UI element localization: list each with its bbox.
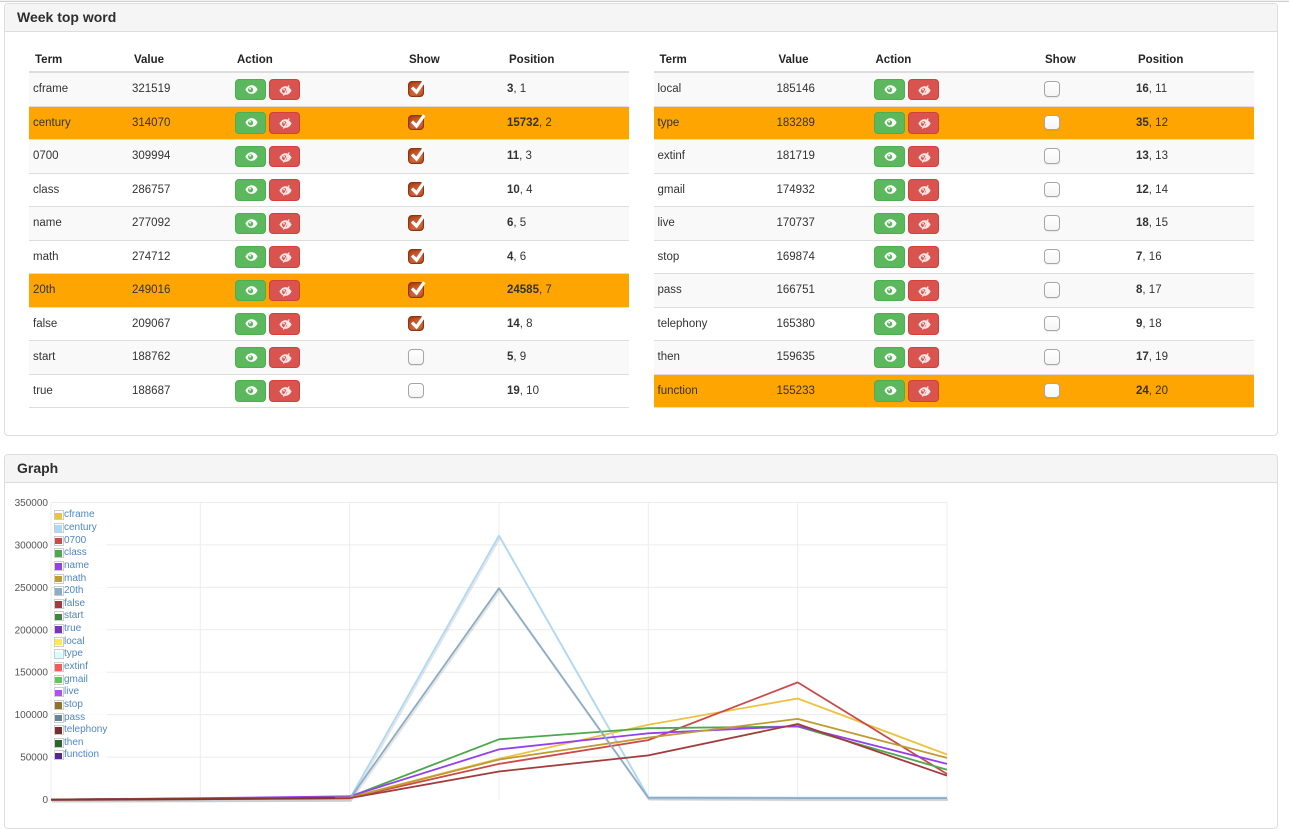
svg-text:150000: 150000 <box>15 668 49 679</box>
svg-text:200000: 200000 <box>15 625 49 636</box>
svg-text:350000: 350000 <box>15 498 49 509</box>
svg-text:300000: 300000 <box>15 540 49 551</box>
svg-text:100000: 100000 <box>15 710 49 721</box>
svg-text:250000: 250000 <box>15 583 49 594</box>
svg-text:0: 0 <box>42 795 48 806</box>
svg-text:50000: 50000 <box>20 753 48 764</box>
